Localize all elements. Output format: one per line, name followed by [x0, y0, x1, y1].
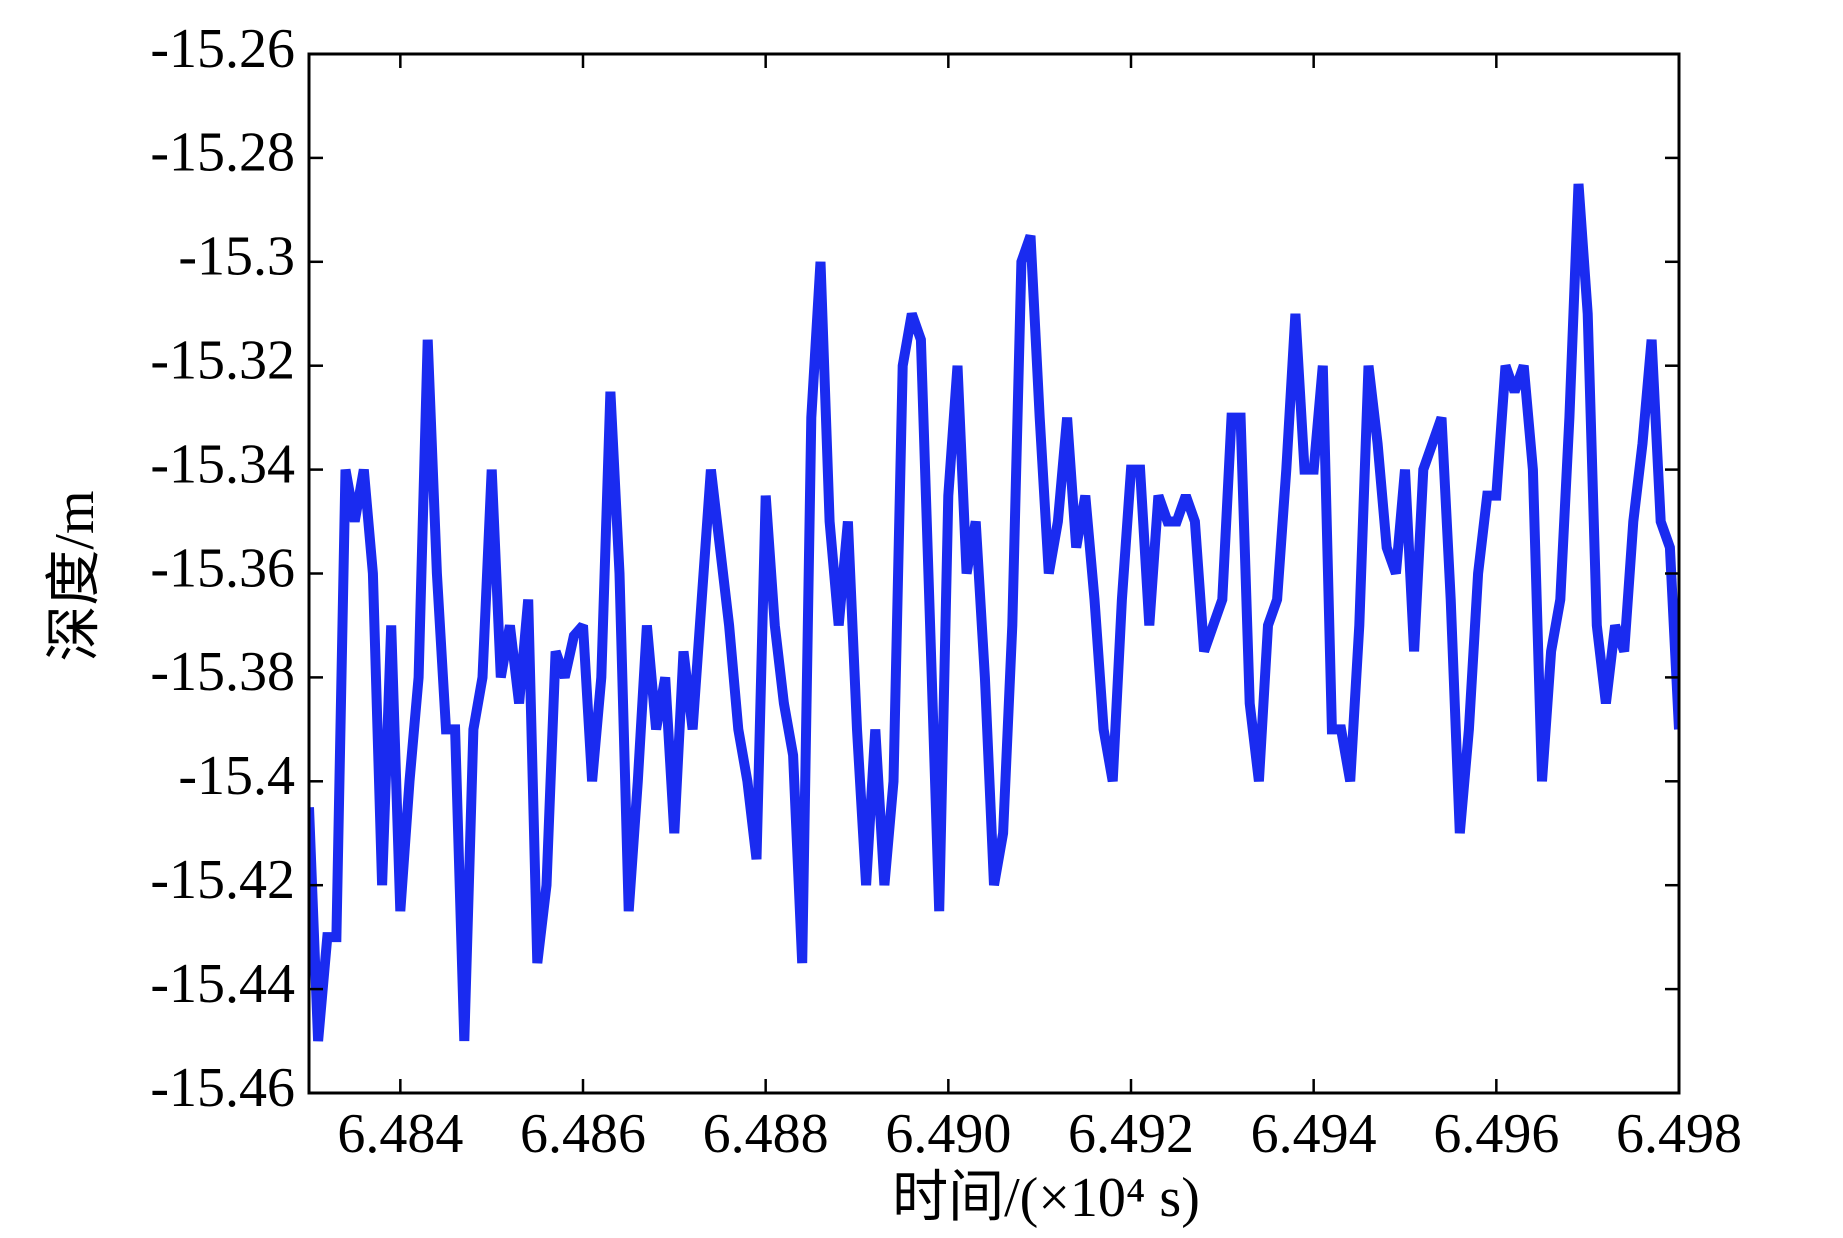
- x-axis-label: 时间/(×10⁴ s): [892, 1167, 1200, 1229]
- x-tick-label: 6.494: [1251, 1103, 1377, 1165]
- y-tick-label: -15.46: [150, 1057, 295, 1119]
- y-tick-label: -15.36: [150, 537, 295, 599]
- y-tick-label: -15.26: [150, 18, 295, 80]
- plot-frame: [307, 52, 1681, 1095]
- y-tick-label: -15.42: [150, 849, 295, 911]
- data-line: [309, 183, 1679, 1042]
- y-tick-label: -15.44: [150, 953, 295, 1015]
- y-axis-label: 深度/m: [44, 490, 106, 661]
- x-tick-label: 6.498: [1616, 1103, 1742, 1165]
- x-tick-label: 6.486: [520, 1103, 646, 1165]
- x-tick-label: 6.490: [885, 1103, 1011, 1165]
- y-tick-label: -15.3: [178, 226, 295, 288]
- x-tick-label: 6.492: [1068, 1103, 1194, 1165]
- y-tick-label: -15.4: [178, 745, 295, 807]
- y-tick-label: -15.34: [150, 433, 295, 495]
- y-tick-label: -15.38: [150, 641, 295, 703]
- x-tick-label: 6.496: [1433, 1103, 1559, 1165]
- y-tick-label: -15.32: [150, 330, 295, 392]
- x-tick-label: 6.484: [337, 1103, 463, 1165]
- y-tick-label: -15.28: [150, 122, 295, 184]
- x-tick-label: 6.488: [703, 1103, 829, 1165]
